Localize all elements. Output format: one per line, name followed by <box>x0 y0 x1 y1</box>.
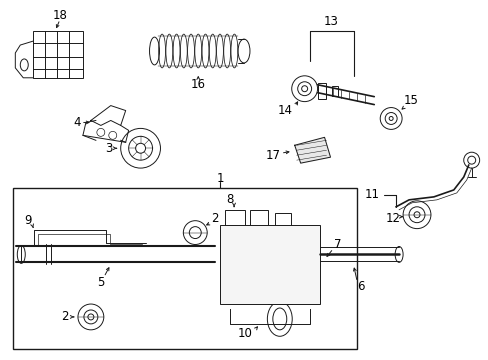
Bar <box>249 210 267 228</box>
Circle shape <box>230 239 240 249</box>
Text: 13: 13 <box>324 15 338 28</box>
Text: 12: 12 <box>385 212 400 225</box>
Text: 3: 3 <box>105 142 112 155</box>
Text: 17: 17 <box>265 149 280 162</box>
Text: 18: 18 <box>53 9 67 22</box>
Text: 7: 7 <box>333 238 341 251</box>
Text: 11: 11 <box>364 188 379 201</box>
Text: 1: 1 <box>216 171 224 185</box>
Text: 6: 6 <box>357 280 365 293</box>
Text: 5: 5 <box>97 276 104 289</box>
Polygon shape <box>294 137 330 163</box>
Text: 2: 2 <box>61 310 69 323</box>
Bar <box>317 83 325 99</box>
Bar <box>274 213 290 229</box>
Text: 10: 10 <box>237 327 252 340</box>
Text: 2: 2 <box>211 212 219 225</box>
Text: 4: 4 <box>73 116 81 129</box>
Circle shape <box>267 243 271 247</box>
Text: 16: 16 <box>190 78 205 91</box>
Bar <box>13 188 357 349</box>
Bar <box>33 31 83 78</box>
Circle shape <box>294 239 304 249</box>
Bar <box>220 225 319 304</box>
Text: 9: 9 <box>24 214 32 227</box>
Text: 15: 15 <box>403 94 418 107</box>
Circle shape <box>297 243 301 247</box>
Circle shape <box>233 243 237 247</box>
Bar <box>224 210 244 230</box>
Text: 8: 8 <box>226 193 233 206</box>
Circle shape <box>264 239 274 249</box>
Bar <box>332 86 338 96</box>
Text: 14: 14 <box>277 104 292 117</box>
